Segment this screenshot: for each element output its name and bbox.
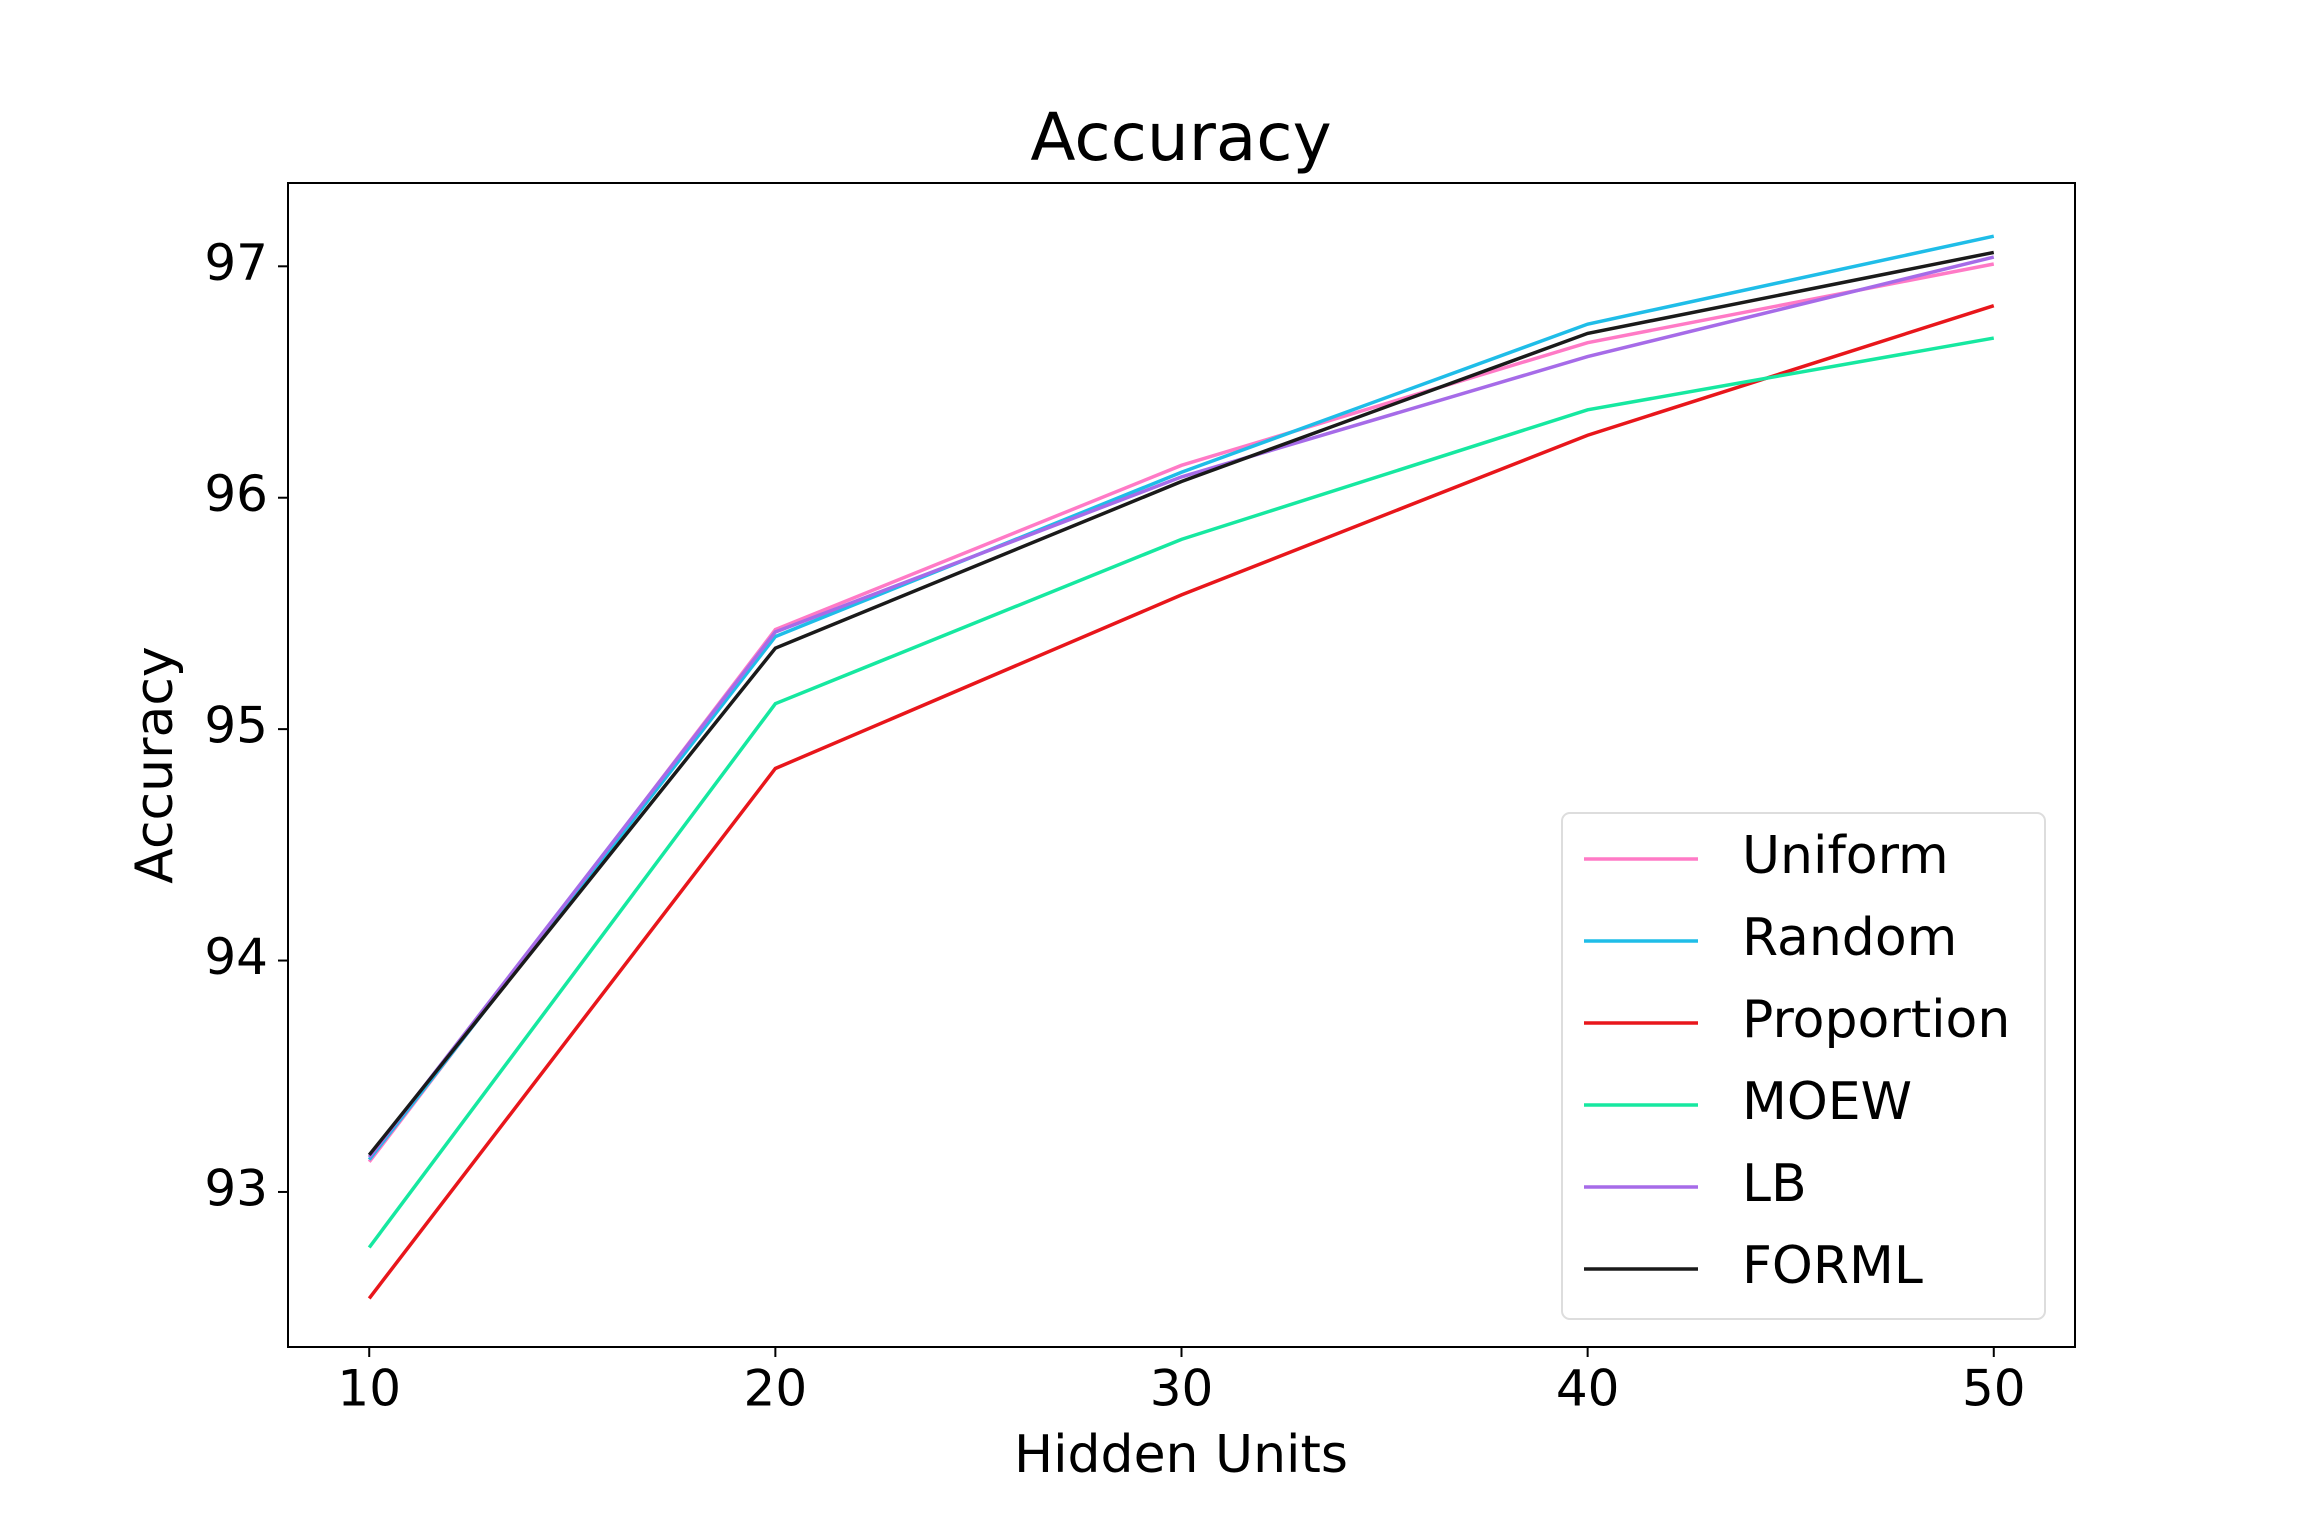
y-tick-label: 93 (204, 1159, 268, 1217)
y-tick-label: 95 (204, 697, 268, 755)
y-tick-label: 94 (204, 928, 268, 986)
series-line (367, 234, 1995, 1161)
x-tick-label: 20 (744, 1360, 808, 1418)
x-tick-label: 50 (1962, 1360, 2026, 1418)
y-axis-label: Accuracy (125, 646, 185, 883)
plot-frame (287, 182, 2076, 1348)
series-line (367, 255, 1995, 1159)
legend-label: FORML (1742, 1236, 1923, 1296)
x-axis-label: Hidden Units (1014, 1425, 1348, 1485)
series-line (367, 303, 1995, 1300)
legend-label: Random (1742, 908, 1957, 968)
x-tick-label: 30 (1150, 1360, 1214, 1418)
chart-title: Accuracy (1030, 99, 1331, 176)
series-line (367, 336, 1995, 1249)
legend-label: Proportion (1742, 990, 2010, 1050)
y-tick-label: 96 (204, 465, 268, 523)
x-tick-label: 40 (1556, 1360, 1620, 1418)
y-tick-label: 97 (204, 234, 268, 292)
legend-label: MOEW (1742, 1072, 1912, 1132)
legend-label: LB (1742, 1154, 1807, 1214)
legend-label: Uniform (1742, 826, 1949, 886)
x-tick-label: 10 (337, 1360, 401, 1418)
series-line (367, 250, 1995, 1157)
